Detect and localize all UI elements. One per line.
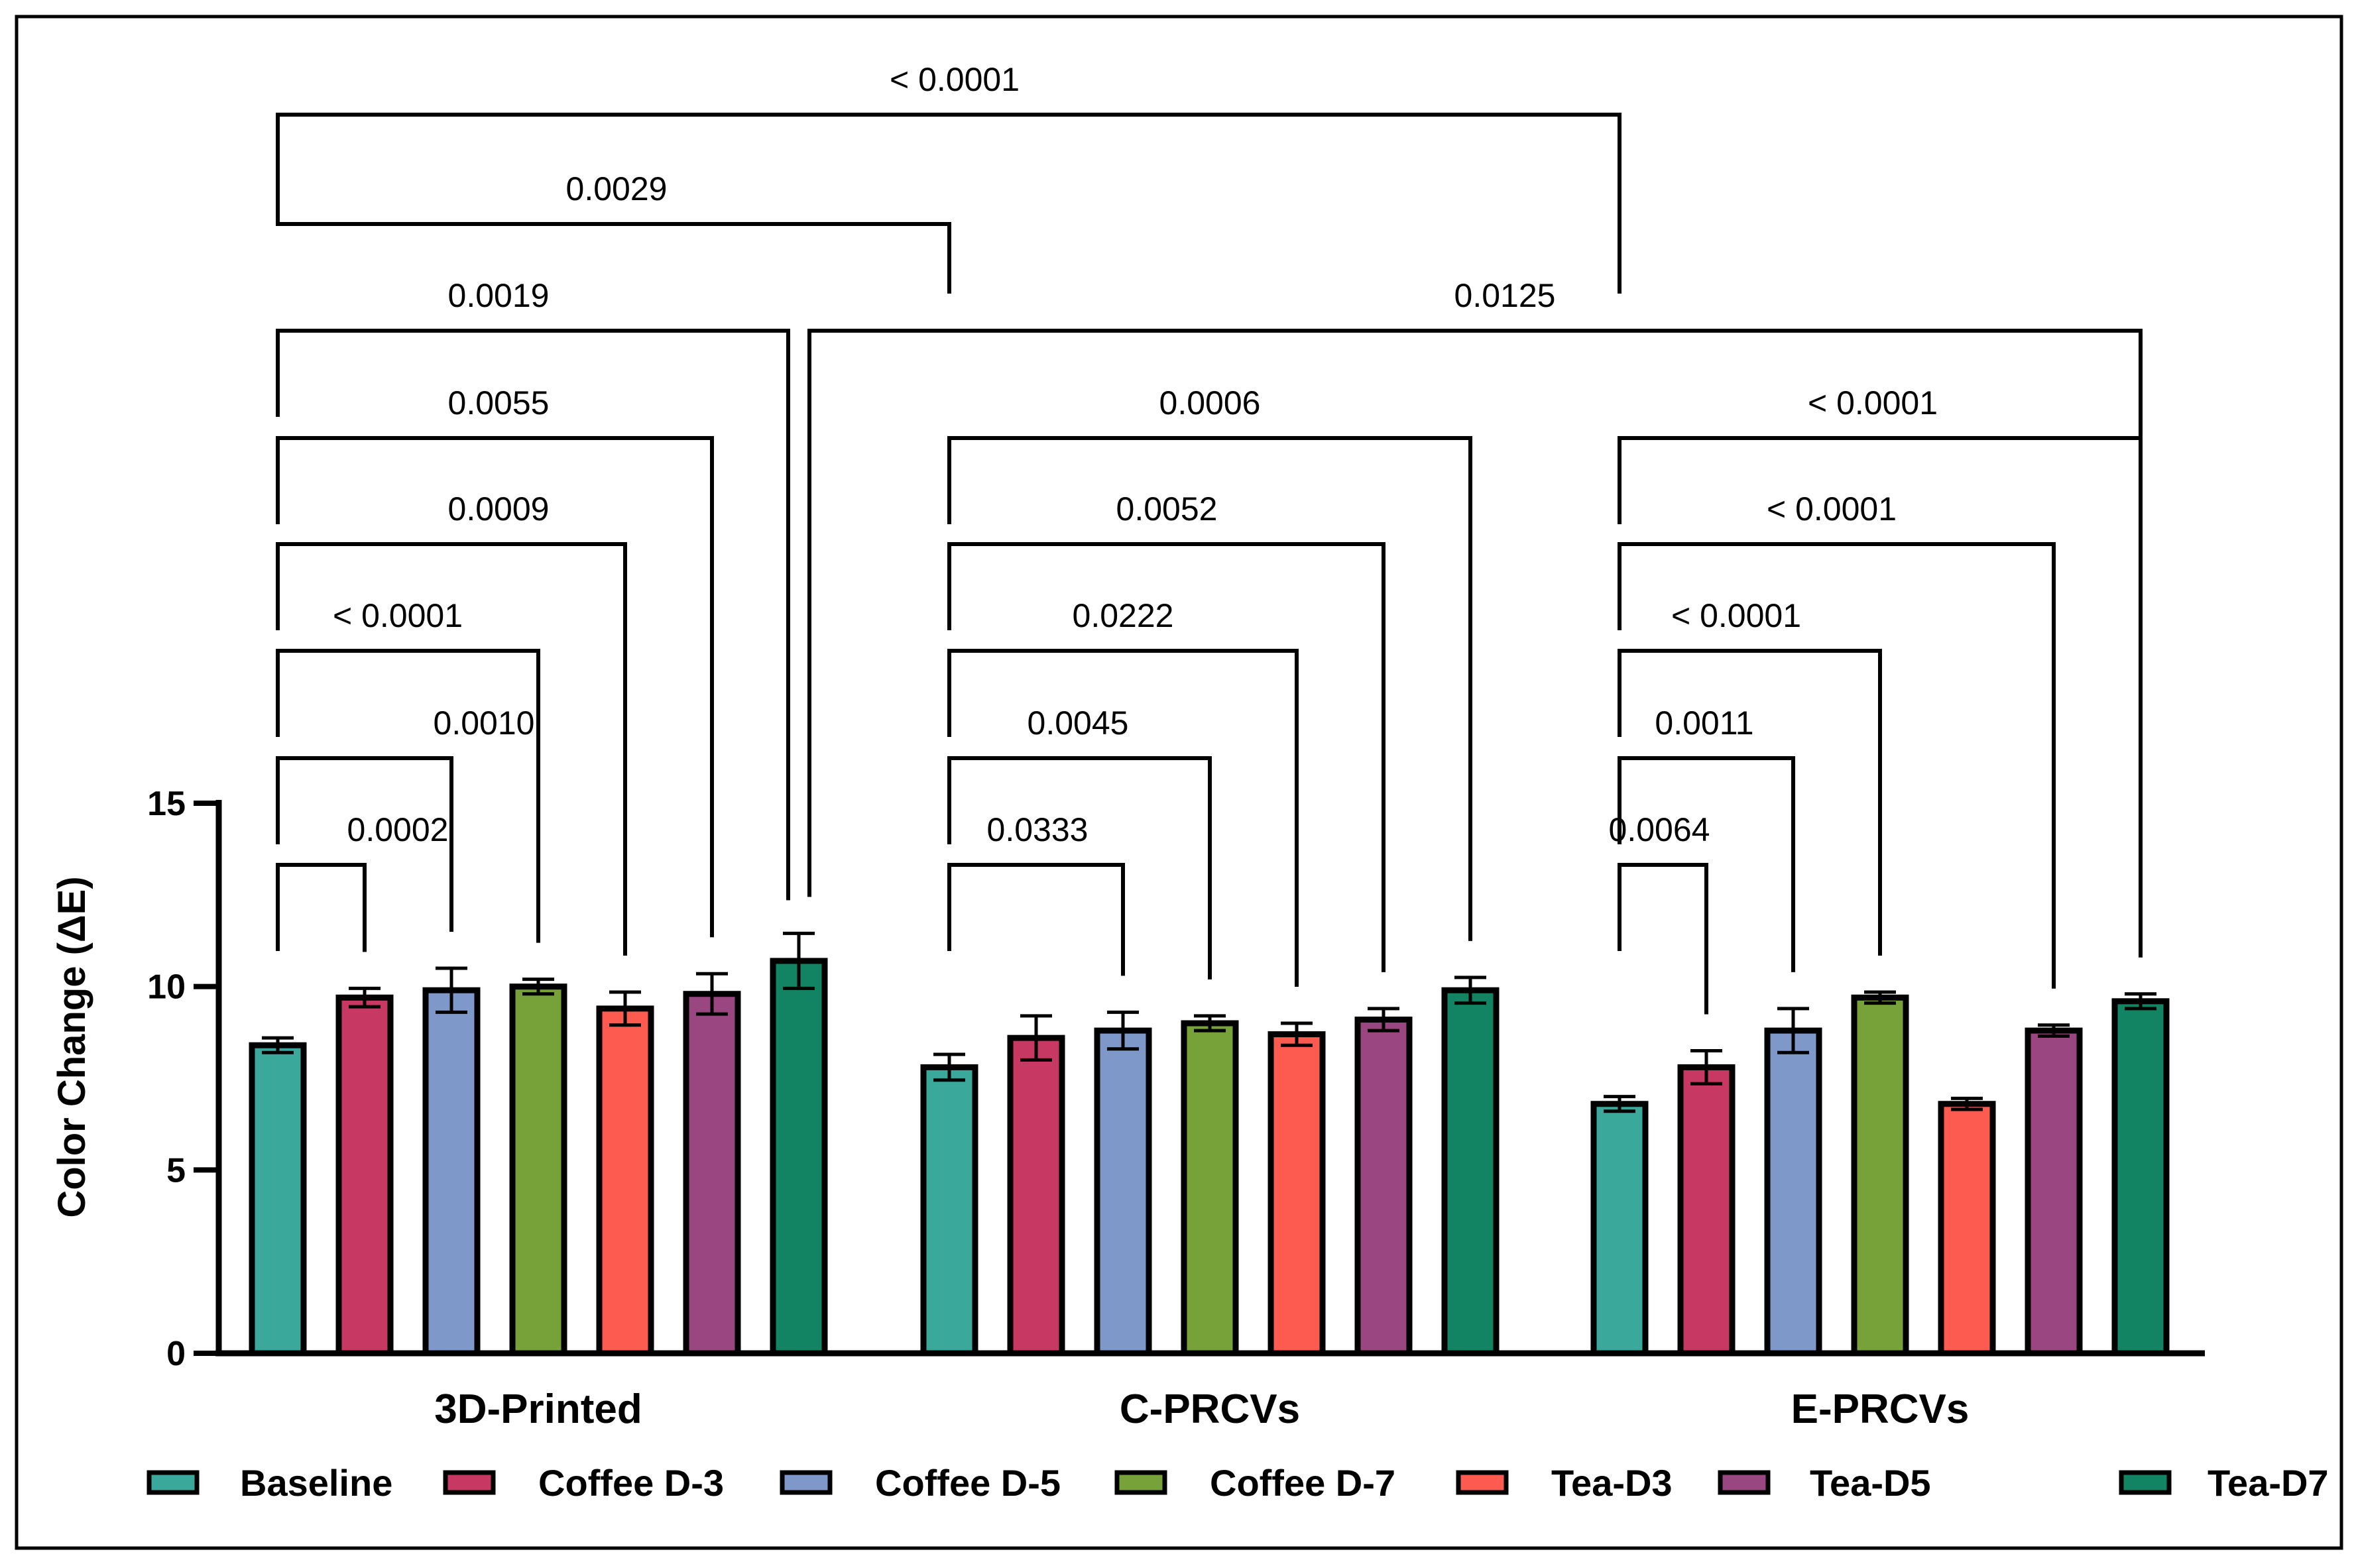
significance-bracket <box>1618 756 1795 972</box>
bar <box>1938 1101 1996 1357</box>
bar <box>509 983 567 1357</box>
bar <box>920 1064 978 1357</box>
significance-bracket <box>276 436 714 938</box>
p-value-label: 0.0222 <box>1073 597 1174 634</box>
group-label: 3D-Printed <box>434 1386 642 1432</box>
bar <box>1851 994 1909 1357</box>
bar <box>1267 1031 1326 1357</box>
p-value-label: < 0.0001 <box>333 597 463 634</box>
legend-label: Tea-D7 <box>2208 1462 2329 1504</box>
legend-swatch <box>1114 1470 1167 1495</box>
y-axis-title: Color Change (ΔE) <box>50 876 93 1217</box>
significance-bracket <box>276 190 951 294</box>
p-value-label: 0.0029 <box>566 170 668 207</box>
bar <box>1181 1020 1239 1357</box>
legend-label: Tea-D3 <box>1551 1462 1673 1504</box>
legend-swatch <box>780 1470 833 1495</box>
bar <box>422 987 481 1357</box>
bar <box>1354 1016 1413 1357</box>
bar <box>1677 1064 1736 1357</box>
bar <box>1590 1101 1649 1357</box>
significance-bracket <box>1618 436 2143 958</box>
significance-bracket <box>1618 863 1708 1015</box>
significance-bracket <box>276 863 367 952</box>
bar <box>596 1005 654 1357</box>
legend-label: Coffee D-3 <box>538 1462 724 1504</box>
p-value-label: 0.0064 <box>1609 811 1710 848</box>
bar <box>1441 987 1500 1357</box>
legend-swatch <box>2119 1470 2172 1495</box>
bar <box>1007 1035 1065 1357</box>
bar <box>249 1042 307 1357</box>
p-value-label: < 0.0001 <box>1767 490 1897 528</box>
significance-bracket <box>947 542 1385 972</box>
significance-bracket <box>276 542 627 956</box>
p-value-label: 0.0019 <box>448 277 550 314</box>
legend-swatch <box>1718 1470 1771 1495</box>
y-tick-label: 0 <box>166 1335 186 1373</box>
y-tick-label: 10 <box>147 968 186 1007</box>
p-value-label: 0.0045 <box>1028 704 1129 742</box>
significance-bracket <box>947 863 1125 976</box>
p-value-label: < 0.0001 <box>1671 597 1801 634</box>
y-tick-label: 15 <box>147 785 186 823</box>
y-tick-label: 5 <box>166 1151 186 1190</box>
legend-swatch <box>1456 1470 1509 1495</box>
p-value-label: 0.0010 <box>434 704 535 742</box>
significance-bracket <box>276 113 1621 294</box>
p-value-label: < 0.0001 <box>1808 384 1938 421</box>
significance-bracket <box>947 649 1299 987</box>
legend-label: Coffee D-5 <box>875 1462 1061 1504</box>
significance-bracket <box>276 649 540 943</box>
p-value-label: < 0.0001 <box>890 61 1020 98</box>
p-value-label: 0.0011 <box>1655 704 1753 742</box>
bar <box>2025 1027 2083 1357</box>
bar <box>683 991 741 1357</box>
p-value-label: 0.0125 <box>1454 277 1556 314</box>
bar <box>1094 1027 1152 1357</box>
p-value-label: 0.0055 <box>448 384 550 421</box>
legend-swatch <box>443 1470 496 1495</box>
legend-label: Coffee D-7 <box>1210 1462 1395 1504</box>
significance-bracket <box>276 756 453 932</box>
p-value-label: 0.0052 <box>1116 490 1218 528</box>
p-value-label: 0.0333 <box>987 811 1089 848</box>
significance-bracket <box>947 436 1472 941</box>
significance-bracket <box>1618 542 2056 989</box>
legend-label: Tea-D5 <box>1810 1462 1931 1504</box>
bar <box>1764 1027 1822 1357</box>
bar <box>335 994 394 1357</box>
p-value-label: 0.0009 <box>448 490 550 528</box>
group-label: C-PRCVs <box>1120 1386 1300 1432</box>
legend-swatch <box>147 1470 200 1495</box>
group-label: E-PRCVs <box>1791 1386 1970 1432</box>
significance-bracket <box>947 756 1212 980</box>
p-value-label: 0.0002 <box>347 811 449 848</box>
significance-bracket <box>276 329 790 901</box>
bar <box>2111 998 2170 1357</box>
p-value-label: 0.0006 <box>1159 384 1261 421</box>
significance-bracket <box>1618 649 1882 956</box>
legend-label: Baseline <box>240 1462 392 1504</box>
bar <box>770 958 828 1357</box>
